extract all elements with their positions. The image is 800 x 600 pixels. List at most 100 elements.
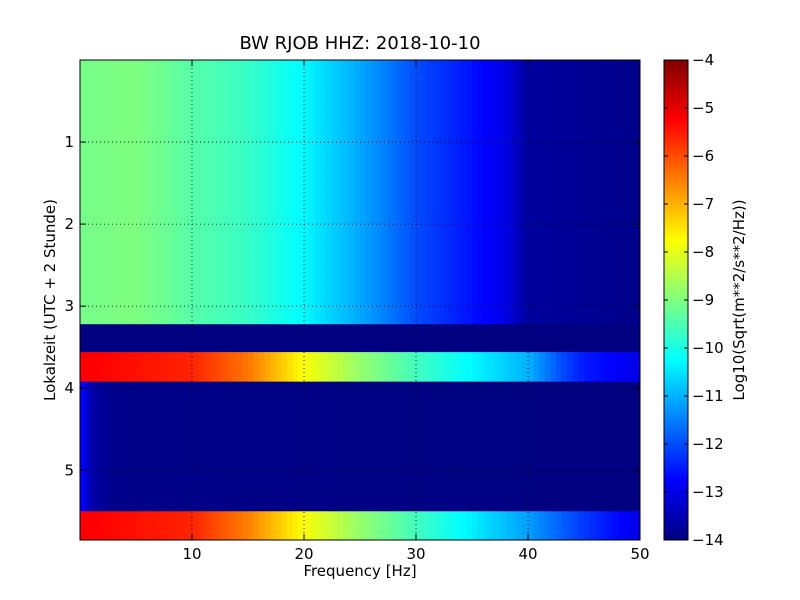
heatmap-cell [432,511,439,540]
heatmap-cell [371,511,378,540]
heatmap-cell [612,352,619,383]
heatmap-cell [348,60,355,325]
heatmap-cell [472,324,479,353]
heatmap-cell [136,511,143,540]
heatmap-cell [220,352,227,383]
heatmap-cell [600,324,607,353]
heatmap-cell [96,60,103,325]
heatmap-cell [522,352,529,383]
heatmap-cell [248,381,255,512]
heatmap-cell [304,324,311,353]
heatmap-cell [320,60,327,325]
heatmap-cell [298,324,305,353]
heatmap-cell [561,352,568,383]
heatmap-cell [628,511,635,540]
heatmap-cell [539,381,546,512]
heatmap-cell [623,60,630,325]
heatmap-cell [292,511,299,540]
heatmap-cell [511,324,518,353]
heatmap-cell [180,381,187,512]
heatmap-cell [382,511,389,540]
heatmap-cell [365,60,372,325]
heatmap-cell [152,324,159,353]
heatmap-cell [556,352,563,383]
heatmap-cell [528,324,535,353]
heatmap-cell [516,381,523,512]
heatmap-cell [556,381,563,512]
heatmap-cell [578,60,585,325]
heatmap-cell [270,352,277,383]
heatmap-cell [248,352,255,383]
heatmap-cell [343,511,350,540]
y-tick-label: 3 [64,297,74,315]
heatmap-cell [119,60,126,325]
heatmap-cell [567,60,574,325]
heatmap-cell [606,324,613,353]
y-tick-label: 2 [64,215,74,233]
heatmap-cell [628,352,635,383]
heatmap-cell [220,324,227,353]
heatmap-cell [483,324,490,353]
heatmap-cell [130,352,137,383]
heatmap-cell [600,381,607,512]
heatmap-cell [388,324,395,353]
heatmap-cell [589,381,596,512]
heatmap-cell [404,352,411,383]
heatmap-cell [494,60,501,325]
heatmap-cell [203,60,210,325]
heatmap-cell [528,352,535,383]
heatmap-cell [572,324,579,353]
heatmap-cell [141,352,148,383]
colorbar-tick-label: −4 [692,51,714,69]
heatmap-cell [354,511,361,540]
heatmap-cell [192,352,199,383]
heatmap-band [80,381,640,512]
heatmap-cell [276,60,283,325]
heatmap-cell [432,381,439,512]
heatmap-cell [539,60,546,325]
heatmap-cell [544,352,551,383]
heatmap-cell [287,381,294,512]
heatmap-cell [572,511,579,540]
heatmap-cell [208,511,215,540]
heatmap-cell [550,324,557,353]
heatmap-cell [376,60,383,325]
heatmap-cell [360,511,367,540]
heatmap-cell [259,60,266,325]
heatmap-cell [488,352,495,383]
heatmap-cell [348,381,355,512]
x-tick-label: 10 [182,545,201,563]
heatmap-cell [186,381,193,512]
heatmap-cell [225,352,232,383]
heatmap-cell [444,381,451,512]
heatmap-cell [175,511,182,540]
heatmap-cell [410,60,417,325]
heatmap-cell [124,511,131,540]
heatmap-cell [416,511,423,540]
heatmap-cell [326,60,333,325]
heatmap-cell [91,60,98,325]
heatmap-cell [572,381,579,512]
heatmap-cell [264,381,271,512]
heatmap-cell [248,511,255,540]
heatmap-cell [214,60,221,325]
heatmap-cell [203,352,210,383]
heatmap-cell [505,381,512,512]
heatmap-cell [410,352,417,383]
heatmap-cell [85,60,92,325]
heatmap-cell [449,381,456,512]
heatmap-cell [264,352,271,383]
heatmap-cell [628,381,635,512]
heatmap-band [80,324,640,353]
heatmap-cell [96,324,103,353]
heatmap-cell [337,60,344,325]
heatmap-cell [617,381,624,512]
heatmap-cell [259,352,266,383]
heatmap-cell [337,324,344,353]
heatmap-cell [91,352,98,383]
heatmap-cell [460,511,467,540]
heatmap-cell [186,352,193,383]
heatmap-cell [354,60,361,325]
heatmap-cell [399,324,406,353]
heatmap-cell [91,381,98,512]
